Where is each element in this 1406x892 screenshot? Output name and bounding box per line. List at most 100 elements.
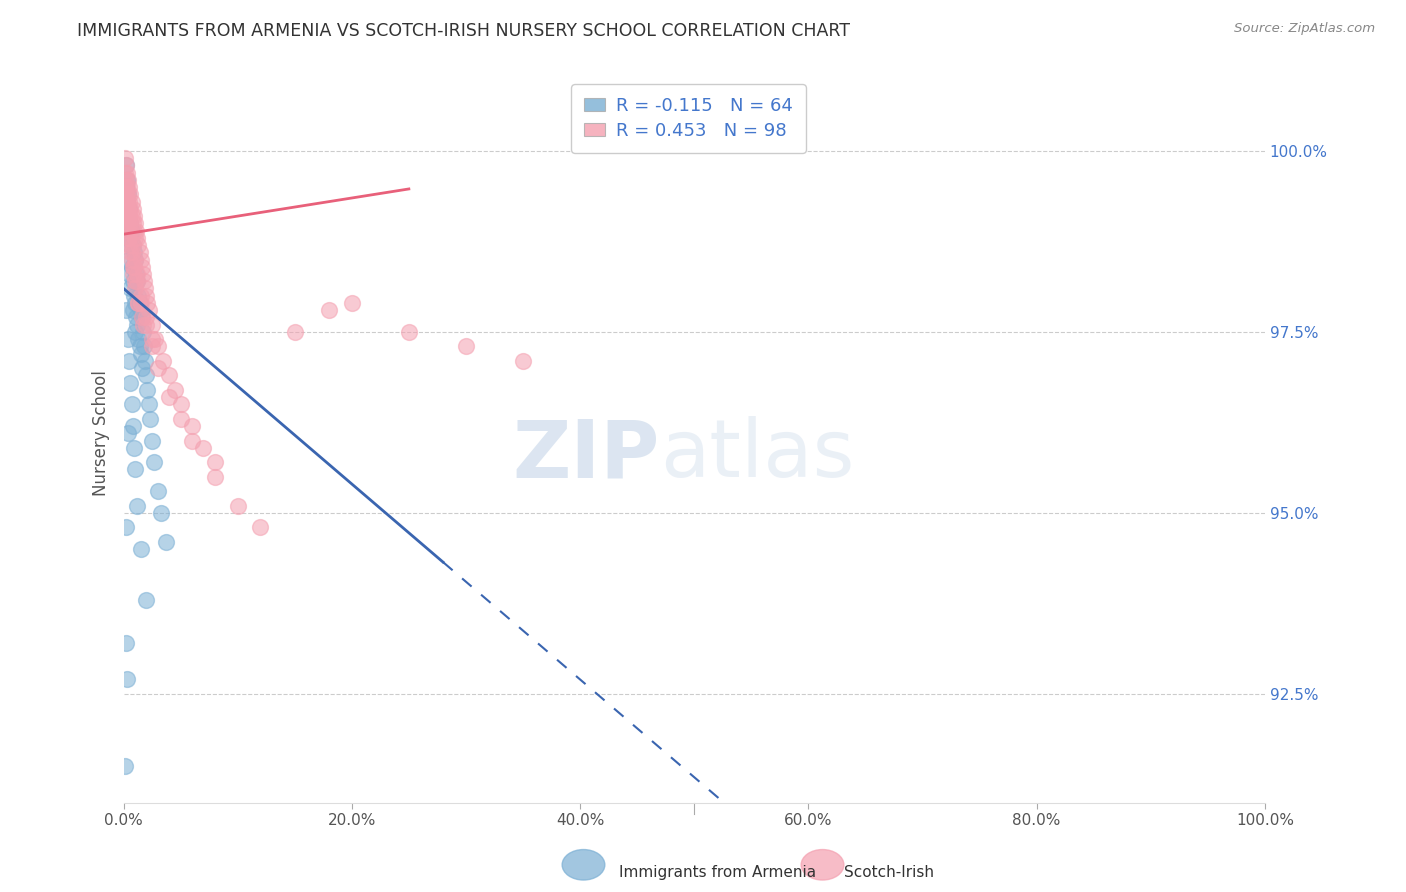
Point — [121, 260, 143, 274]
Point — [124, 252, 146, 267]
Point — [134, 354, 156, 368]
Text: Scotch-Irish: Scotch-Irish — [844, 865, 934, 880]
Circle shape — [801, 849, 844, 880]
Point — [129, 296, 152, 310]
Point — [141, 332, 163, 346]
Text: ZIP: ZIP — [513, 417, 659, 494]
Point — [122, 245, 145, 260]
Point — [117, 209, 139, 223]
Point — [124, 216, 146, 230]
Point — [114, 303, 136, 318]
Point — [135, 592, 157, 607]
Point — [120, 245, 142, 260]
Text: atlas: atlas — [659, 417, 855, 494]
Point — [120, 238, 142, 252]
Point — [131, 361, 153, 376]
Point — [114, 151, 136, 165]
Point — [136, 383, 159, 397]
Point — [128, 245, 150, 260]
Point — [124, 274, 146, 288]
Point — [124, 252, 146, 267]
Point — [121, 260, 143, 274]
Point — [115, 194, 138, 209]
Point — [138, 397, 160, 411]
Point — [132, 274, 155, 288]
Point — [132, 318, 155, 332]
Point — [127, 332, 149, 346]
Point — [115, 209, 138, 223]
Point — [121, 252, 143, 267]
Point — [118, 180, 141, 194]
Point — [115, 231, 138, 245]
Point — [454, 339, 477, 353]
Point — [152, 354, 174, 368]
Point — [138, 303, 160, 318]
Point — [122, 260, 145, 274]
Point — [118, 194, 141, 209]
Point — [127, 274, 149, 288]
Point — [118, 354, 141, 368]
Point — [121, 274, 143, 288]
Point — [115, 209, 138, 223]
Point — [143, 455, 166, 469]
Point — [114, 166, 136, 180]
Point — [120, 376, 142, 390]
Circle shape — [562, 849, 605, 880]
Point — [131, 260, 153, 274]
Point — [141, 339, 163, 353]
Point — [118, 231, 141, 245]
Point — [117, 173, 139, 187]
Point — [117, 187, 139, 202]
Point — [118, 202, 141, 216]
Point — [127, 274, 149, 288]
Point — [145, 332, 167, 346]
Point — [155, 534, 177, 549]
Point — [132, 339, 155, 353]
Point — [127, 296, 149, 310]
Point — [114, 158, 136, 172]
Point — [121, 419, 143, 434]
Point — [117, 202, 139, 216]
Point — [114, 158, 136, 172]
Point — [127, 289, 149, 303]
Point — [127, 318, 149, 332]
Point — [127, 231, 149, 245]
Point — [120, 223, 142, 237]
Point — [114, 173, 136, 187]
Point — [146, 361, 169, 376]
Point — [204, 469, 226, 483]
Point — [141, 434, 163, 448]
Point — [340, 296, 363, 310]
Point — [163, 383, 186, 397]
Point — [115, 180, 138, 194]
Point — [124, 325, 146, 339]
Point — [117, 223, 139, 237]
Point — [114, 194, 136, 209]
Point — [125, 310, 148, 325]
Point — [120, 187, 142, 202]
Point — [169, 412, 191, 426]
Point — [141, 318, 163, 332]
Point — [114, 759, 136, 773]
Point — [115, 166, 138, 180]
Point — [127, 296, 149, 310]
Point — [117, 231, 139, 245]
Point — [157, 390, 180, 404]
Point — [512, 354, 534, 368]
Point — [169, 397, 191, 411]
Point — [118, 223, 141, 237]
Point — [121, 202, 143, 216]
Point — [125, 267, 148, 281]
Legend: R = -0.115   N = 64, R = 0.453   N = 98: R = -0.115 N = 64, R = 0.453 N = 98 — [571, 84, 806, 153]
Point — [115, 194, 138, 209]
Point — [114, 520, 136, 534]
Point — [398, 325, 420, 339]
Point — [122, 441, 145, 455]
Point — [121, 194, 143, 209]
Point — [114, 187, 136, 202]
Point — [117, 332, 139, 346]
Point — [181, 419, 204, 434]
Point — [129, 289, 152, 303]
Point — [193, 441, 215, 455]
Point — [118, 267, 141, 281]
